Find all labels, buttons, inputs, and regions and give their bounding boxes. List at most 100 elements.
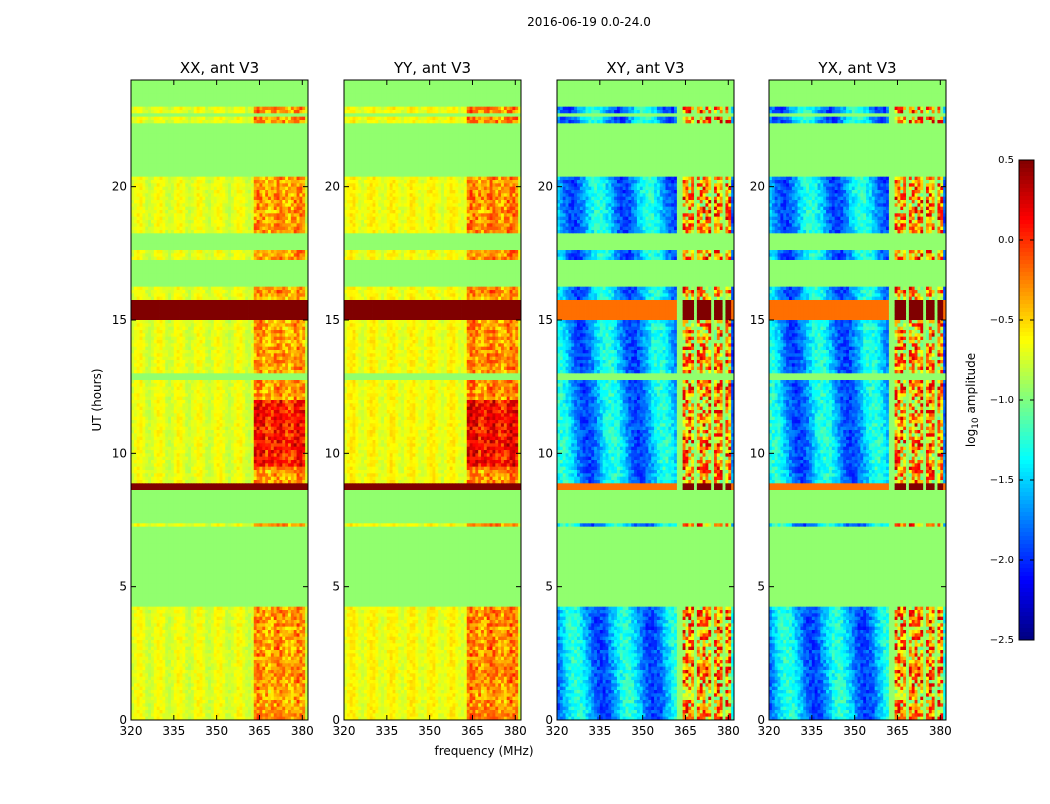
heatmap-cell [182,260,186,264]
heatmap-cell [302,310,306,314]
heatmap-cell [142,253,146,258]
heatmap-cell [179,206,183,211]
heatmap-cell [236,106,240,111]
heatmap-cell [131,223,135,228]
heatmap-cell [179,256,183,261]
heatmap-cell [170,93,175,98]
heatmap-cell [273,200,277,204]
heatmap-cell [193,193,198,198]
heatmap-cell [285,160,289,164]
heatmap-cell [282,323,286,328]
heatmap-cell [182,106,186,111]
heatmap-cell [136,343,140,348]
heatmap-cell [222,260,226,264]
heatmap-cell [273,263,277,268]
heatmap-cell [248,336,252,341]
heatmap-cell [296,106,300,111]
heatmap-cell [285,233,289,238]
heatmap-cell [156,320,160,324]
heatmap-cell [162,223,166,228]
heatmap-cell [145,100,149,104]
heatmap-cell [248,276,252,281]
heatmap-cell [236,150,240,154]
heatmap-cell [216,176,220,181]
heatmap-cell [159,300,163,304]
heatmap-cell [219,153,223,158]
heatmap-cell [145,286,149,291]
heatmap-cell [262,153,266,158]
heatmap-cell [196,256,200,261]
heatmap-cell [133,226,138,231]
heatmap-cell [173,233,178,238]
heatmap-cell [210,153,215,158]
heatmap-cell [285,106,289,111]
heatmap-cell [262,210,266,214]
heatmap-cell [256,316,260,321]
heatmap-cell [250,130,255,134]
heatmap-cell [248,343,252,348]
heatmap-cell [222,143,226,148]
heatmap-cell [282,320,286,324]
heatmap-cell [228,190,232,194]
heatmap-cell [145,96,149,101]
heatmap-cell [145,186,149,191]
heatmap-cell [150,213,155,218]
heatmap-cell [185,280,189,284]
heatmap-cell [219,100,223,104]
heatmap-cell [265,293,269,298]
heatmap-cell [205,263,209,268]
heatmap-cell [253,153,258,158]
heatmap-cell [265,333,269,338]
heatmap-cell [302,266,306,271]
heatmap-cell [230,86,235,91]
heatmap-cell [233,250,238,254]
heatmap-cell [190,230,195,234]
heatmap-cell [133,116,138,121]
heatmap-cell [216,316,220,321]
heatmap-cell [222,173,226,178]
heatmap-cell [196,210,200,214]
heatmap-cell [153,223,158,228]
heatmap-cell [256,80,260,84]
heatmap-cell [133,220,138,224]
heatmap-cell [225,323,229,328]
heatmap-cell [290,220,295,224]
heatmap-cell [262,320,266,324]
heatmap-cell [230,340,235,344]
heatmap-cell [199,340,203,344]
heatmap-cell [268,266,272,271]
heatmap-cell [168,106,172,111]
heatmap-cell [162,200,166,204]
heatmap-cell [150,116,155,121]
heatmap-cell [236,123,240,128]
heatmap-cell [145,130,149,134]
heatmap-cell [250,273,255,278]
heatmap-cell [219,123,223,128]
heatmap-cell [293,116,297,121]
heatmap-cell [202,330,206,334]
heatmap-cell [239,246,243,251]
heatmap-cell [196,223,200,228]
heatmap-cell [170,263,175,268]
heatmap-cell [168,240,172,244]
heatmap-cell [222,146,226,151]
heatmap-cell [165,256,169,261]
heatmap-cell [233,153,238,158]
heatmap-cell [253,146,258,151]
heatmap-cell [153,170,158,174]
heatmap-cell [216,83,220,88]
heatmap-cell [168,100,172,104]
heatmap-cell [153,270,158,274]
heatmap-cell [296,213,300,218]
heatmap-cell [148,340,152,344]
heatmap-cell [176,280,180,284]
heatmap-cell [285,110,289,114]
heatmap-cell [282,86,286,91]
heatmap-cell [290,253,295,258]
heatmap-cell [259,106,263,111]
heatmap-cell [210,250,215,254]
heatmap-cell [248,160,252,164]
heatmap-cell [225,283,229,288]
heatmap-cell [205,130,209,134]
heatmap-cell [296,120,300,124]
